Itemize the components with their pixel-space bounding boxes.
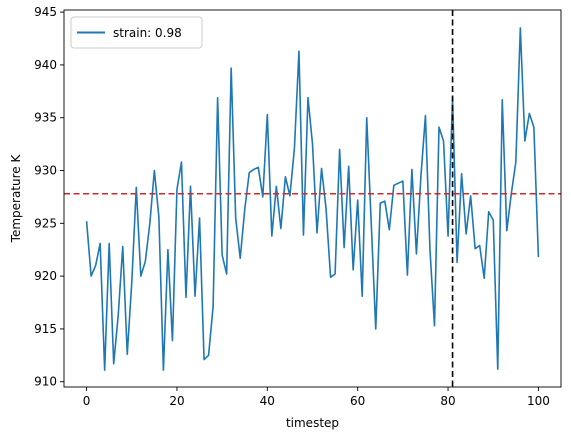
y-tick-label: 940 [34, 58, 57, 72]
legend-label: strain: 0.98 [113, 26, 182, 40]
y-tick-label: 925 [34, 216, 57, 230]
y-tick-label: 935 [34, 111, 57, 125]
x-tick-label: 60 [350, 394, 365, 408]
legend-box [70, 16, 203, 49]
y-tick-label: 915 [34, 322, 57, 336]
axes-layer: 0 20 40 60 80 100 910 915 920 925 930 935 940 945 [34, 5, 562, 408]
x-axis-label: timestep [286, 416, 339, 430]
legend: strain: 0.98 [70, 16, 203, 49]
x-tick-label: 80 [440, 394, 455, 408]
y-tick-label: 945 [34, 5, 57, 19]
x-tick-label: 20 [169, 394, 184, 408]
y-tick-label: 920 [34, 269, 57, 283]
y-tick-label: 930 [34, 164, 57, 178]
y-axis-label: Temperature K [9, 154, 23, 244]
plot-layer [64, 10, 561, 387]
x-tick-label: 100 [527, 394, 550, 408]
x-tick-label: 40 [260, 394, 275, 408]
y-tick-label: 910 [34, 375, 57, 389]
axes-frame [63, 9, 562, 388]
x-tick-label: 0 [83, 394, 91, 408]
